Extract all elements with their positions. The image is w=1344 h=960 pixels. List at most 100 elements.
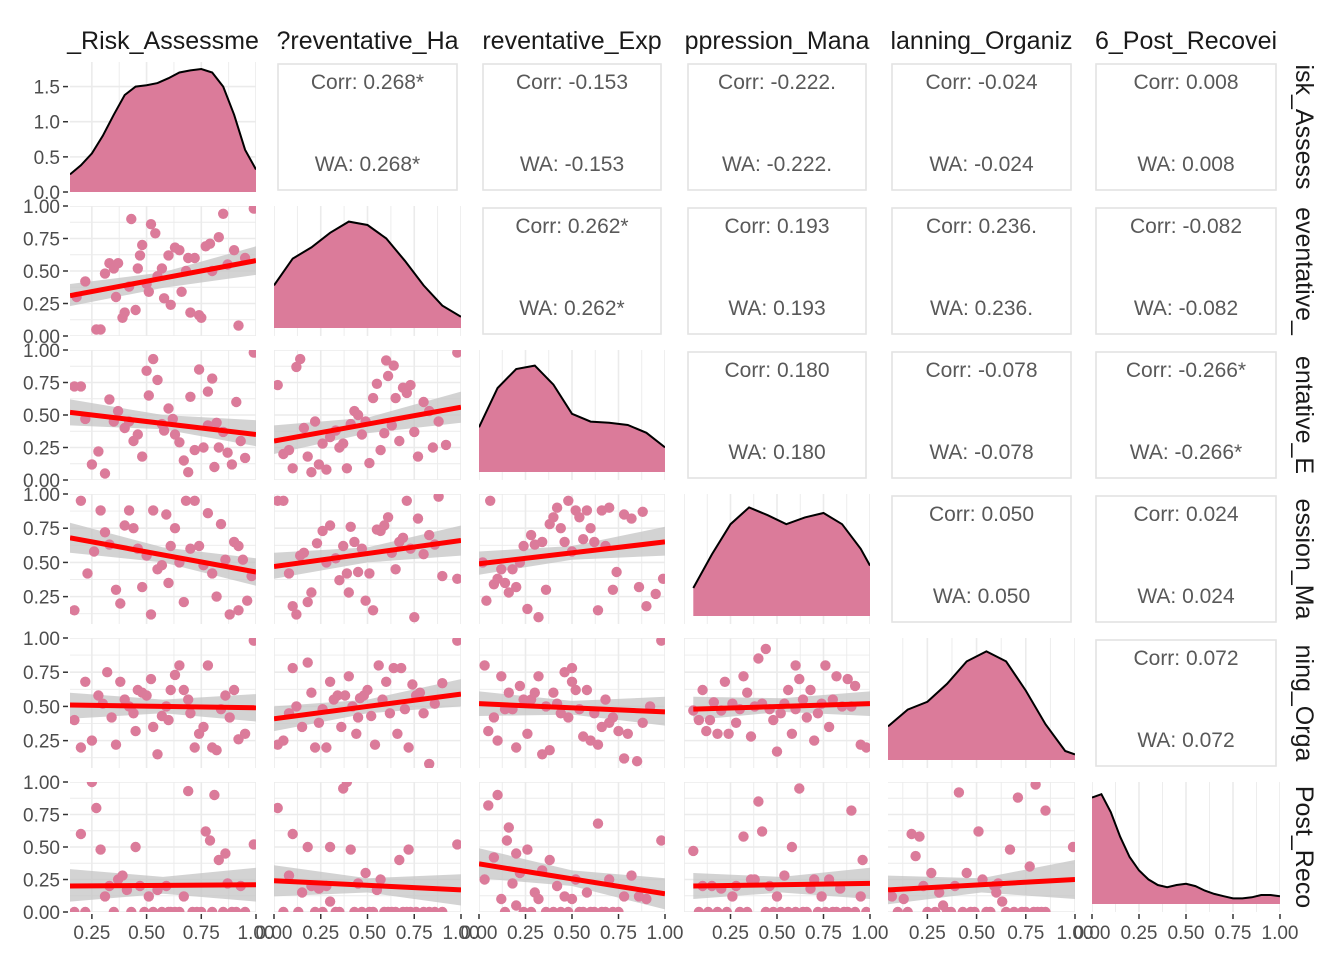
data-point [287, 828, 298, 840]
data-point [343, 671, 354, 682]
y-tick-label: 1.00 [23, 197, 60, 218]
data-point [341, 463, 353, 474]
data-point [91, 802, 102, 814]
data-point [169, 429, 181, 440]
data-point [117, 870, 128, 881]
y-axis-row-1: 0.0 0.5 1.0 1.5 [34, 78, 68, 204]
data-point [581, 505, 593, 516]
data-point [1067, 841, 1075, 853]
regression-line [274, 691, 461, 722]
data-point [302, 841, 313, 853]
correlation-panel-border [1095, 207, 1277, 335]
data-point [189, 495, 200, 506]
data-point [386, 420, 397, 431]
data-point [352, 712, 364, 723]
data-point [298, 422, 310, 434]
data-point [115, 676, 126, 687]
data-point [405, 379, 416, 391]
data-point [211, 745, 222, 756]
density-curve [70, 67, 256, 176]
x-tick-label: 0.25 [1121, 923, 1158, 944]
data-point [174, 660, 185, 671]
data-point [178, 891, 189, 902]
data-point [805, 684, 816, 696]
data-point [1004, 844, 1016, 855]
data-point [511, 848, 522, 859]
x-tick-label: 1.00 [1262, 923, 1299, 944]
data-point [352, 409, 364, 421]
data-point [185, 391, 196, 402]
data-point [1012, 792, 1024, 803]
y-tick-label: 0.75 [23, 663, 60, 684]
data-point [321, 464, 332, 475]
data-point [169, 523, 181, 534]
data-point [574, 512, 585, 523]
data-point [738, 671, 749, 682]
data-point [309, 416, 321, 427]
data-point [139, 906, 150, 912]
data-point [339, 690, 351, 701]
data-point [656, 835, 665, 846]
data-point [396, 662, 407, 674]
data-point [130, 841, 141, 853]
correlation-panel-r1-c3: Corr: -0.153 WA: -0.153 [482, 63, 662, 191]
x-axis-col-3: 0.00 0.25 0.50 0.75 1.00 [461, 914, 683, 944]
data-point [278, 735, 289, 746]
weighted-correlation-value: WA: 0.236. [930, 297, 1033, 320]
x-tick-label: 0.25 [73, 923, 110, 944]
scatter-panel-r6-c5 [888, 782, 1075, 912]
data-point [189, 252, 200, 264]
data-point [522, 844, 533, 855]
data-point [126, 906, 137, 912]
x-tick-label: 0.25 [712, 923, 749, 944]
data-point [888, 891, 898, 902]
data-point [849, 906, 861, 912]
data-point [145, 609, 157, 620]
data-point [418, 549, 429, 560]
data-point [343, 587, 354, 598]
data-point [742, 906, 753, 912]
data-point [566, 676, 578, 687]
weighted-correlation-value: WA: 0.024 [1137, 585, 1235, 608]
data-point [248, 638, 256, 646]
data-point [409, 426, 420, 438]
data-point [176, 286, 187, 297]
data-point [332, 690, 343, 701]
data-point [496, 671, 507, 682]
data-point [738, 831, 749, 842]
data-point [812, 708, 824, 719]
data-point [338, 540, 349, 552]
regression-line [274, 404, 461, 444]
density-curve [1092, 792, 1280, 900]
scatter-panel-r5-c3 [479, 638, 665, 768]
x-axis-col-2: 0.00 0.25 0.50 0.75 1.00 [256, 914, 479, 944]
data-point [218, 208, 229, 219]
regression-line [70, 882, 256, 889]
data-point [622, 728, 633, 739]
data-point [298, 547, 310, 558]
y-tick-label: 0.50 [23, 697, 60, 718]
data-point [174, 245, 185, 256]
data-point [961, 867, 972, 879]
data-point [857, 854, 868, 866]
data-point [291, 361, 302, 373]
data-point [650, 588, 661, 600]
density-curve [274, 220, 461, 318]
data-point [137, 239, 148, 251]
density-panel-2 [274, 206, 461, 336]
data-point [626, 513, 637, 524]
data-point [771, 891, 783, 902]
data-point [324, 520, 336, 531]
data-point [235, 435, 246, 447]
x-tick-label: 1.00 [238, 923, 275, 944]
y-tick-label: 1.5 [34, 78, 60, 99]
data-point [163, 577, 174, 589]
data-point [239, 906, 251, 912]
data-point [143, 891, 154, 902]
data-point [479, 660, 490, 671]
weighted-correlation-value: WA: 0.008 [1137, 153, 1234, 176]
data-point [220, 554, 231, 565]
data-point [794, 673, 805, 685]
correlation-panel-border [482, 207, 662, 335]
data-point [311, 538, 323, 549]
